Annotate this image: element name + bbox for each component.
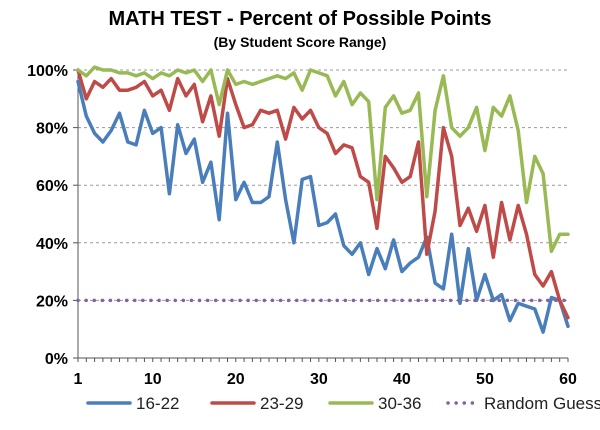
y-tick-labels: 0% 20% 40% 60% 80% 100% (27, 63, 68, 368)
x-tick-label: 20 (227, 371, 245, 388)
x-tick-label: 60 (559, 371, 577, 388)
chart-subtitle: (By Student Score Range) (213, 34, 387, 50)
legend-23-29-label: 23-29 (260, 394, 303, 413)
x-tick-label: 40 (393, 371, 411, 388)
legend-random-guessing-label: Random Guessing (484, 394, 600, 413)
x-tick-label: 1 (74, 371, 83, 388)
gridlines (78, 69, 568, 301)
series-30-36-line (76, 65, 570, 254)
x-tick-labels: 1 10 20 30 40 50 60 (74, 371, 577, 388)
y-tick-label: 40% (36, 236, 68, 253)
legend: 16-22 23-29 30-36 Random Guessing (86, 394, 600, 413)
legend-16-22-label: 16-22 (136, 394, 179, 413)
y-tick-label: 100% (27, 63, 68, 80)
y-tick-label: 20% (36, 293, 68, 310)
legend-30-36-label: 30-36 (378, 394, 421, 413)
axes (73, 68, 569, 362)
y-tick-label: 0% (45, 351, 68, 368)
x-tick-label: 30 (310, 371, 328, 388)
x-tick-label: 10 (144, 371, 162, 388)
y-tick-label: 80% (36, 121, 68, 138)
chart-title: MATH TEST - Percent of Possible Points (108, 8, 492, 30)
series-23-29-line (76, 68, 570, 320)
y-tick-label: 60% (36, 178, 68, 195)
x-tick-label: 50 (476, 371, 494, 388)
series-16-22-line (76, 79, 570, 334)
series-lines (76, 65, 570, 334)
